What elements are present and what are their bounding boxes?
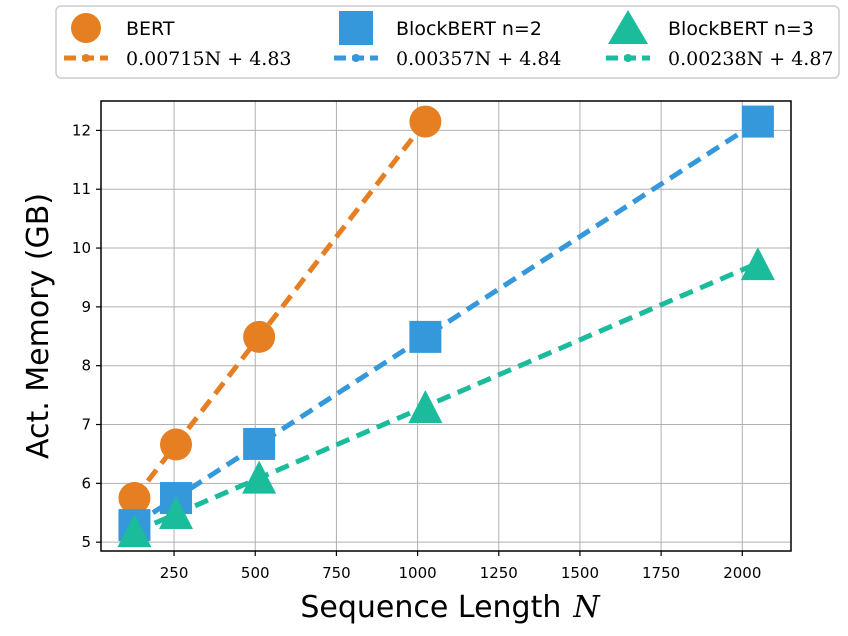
y-tick-label: 5 <box>81 533 91 551</box>
point-bert <box>243 320 276 353</box>
legend-bert-fit-label: 0.00715N + 4.83 <box>126 48 292 70</box>
point-bert <box>160 428 193 461</box>
x-tick-label: 1000 <box>398 564 436 582</box>
x-tick-label: 500 <box>241 564 270 582</box>
point-block3 <box>159 495 194 529</box>
y-tick-label: 9 <box>81 298 91 316</box>
legend-block2-label: BlockBERT n=2 <box>396 18 542 40</box>
x-tick-label: 1250 <box>480 564 518 582</box>
fit-line-block2 <box>133 119 760 527</box>
legend-bert-marker <box>71 13 101 43</box>
y-tick-label: 10 <box>72 239 91 257</box>
x-tick-label: 1750 <box>642 564 680 582</box>
y-tick-label: 8 <box>81 357 91 375</box>
legend-block2-marker <box>339 11 373 45</box>
legend-bert-fit-dot <box>82 54 90 62</box>
legend-bert-label: BERT <box>126 18 175 40</box>
legend: BERT 0.00715N + 4.83 BlockBERT n=2 0.003… <box>55 5 840 79</box>
y-tick-label: 11 <box>72 180 91 198</box>
x-tick-label: 1500 <box>561 564 599 582</box>
legend-block3-label: BlockBERT n=3 <box>668 18 814 40</box>
point-block2 <box>741 105 774 138</box>
point-block2 <box>409 320 442 353</box>
y-tick-label: 12 <box>72 121 91 139</box>
point-block3 <box>242 460 277 494</box>
point-bert <box>409 105 442 138</box>
point-block3 <box>117 514 152 548</box>
point-block3 <box>408 390 443 424</box>
point-block3 <box>740 247 775 281</box>
grid <box>101 101 791 551</box>
legend-block3-fit-label: 0.00238N + 4.87 <box>668 48 834 70</box>
x-tick-label: 250 <box>160 564 189 582</box>
legend-block2-fit-label: 0.00357N + 4.84 <box>396 48 562 70</box>
point-bert <box>118 482 151 515</box>
x-tick-label: 750 <box>322 564 351 582</box>
point-block2 <box>243 427 276 460</box>
legend-block3-marker <box>608 10 648 44</box>
data-markers <box>117 105 775 548</box>
legend-block3-fit-dot <box>624 54 632 62</box>
y-tick-label: 7 <box>81 416 91 434</box>
plot-frame <box>100 100 792 552</box>
legend-block2-fit-dot <box>352 54 360 62</box>
x-tick-label: 2000 <box>723 564 761 582</box>
fit-line-block3 <box>133 260 759 535</box>
x-axis-label: Sequence Length N <box>300 590 601 625</box>
y-axis-label: Act. Memory (GB) <box>21 193 56 459</box>
y-tick-label: 6 <box>81 474 91 492</box>
fit-lines <box>132 119 760 535</box>
axis-ticks: 250 500 750 1000 1250 1500 1750 2000 5 6 7 8 9 10 11 12 <box>72 121 761 582</box>
